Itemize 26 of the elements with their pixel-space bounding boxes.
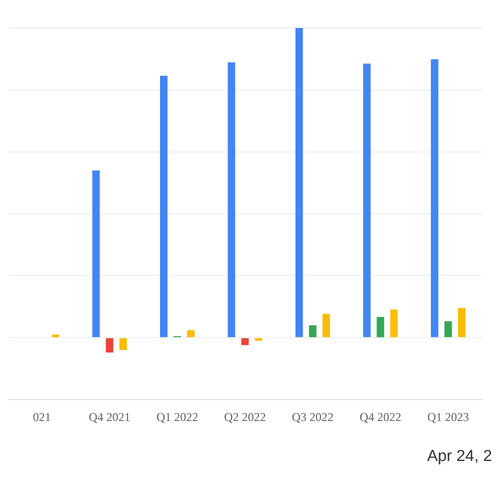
bar xyxy=(92,170,100,338)
bar xyxy=(228,62,236,338)
bar xyxy=(119,338,127,350)
x-tick-label: Q4 2021 xyxy=(88,410,130,424)
x-tick-label: Q3 2022 xyxy=(292,410,334,424)
bar xyxy=(106,338,114,353)
bar xyxy=(241,338,249,346)
bar xyxy=(363,64,371,338)
bar xyxy=(390,309,398,338)
x-tick-label: Q1 2023 xyxy=(427,410,469,424)
bar xyxy=(52,334,60,338)
x-tick-label: Q2 2022 xyxy=(224,410,266,424)
bar xyxy=(187,330,195,338)
bar xyxy=(295,28,303,338)
bar xyxy=(322,314,330,338)
bar xyxy=(430,59,438,338)
x-tick-label: 021 xyxy=(32,410,51,424)
bar xyxy=(458,308,466,338)
bar xyxy=(376,316,384,338)
bar xyxy=(254,338,262,341)
bar xyxy=(160,76,168,338)
text: Apr 24, 2 xyxy=(426,448,492,466)
x-tick-label: Q1 2022 xyxy=(156,410,198,424)
bar xyxy=(444,321,452,338)
bar xyxy=(308,325,316,338)
x-tick-label: Q4 2022 xyxy=(360,410,402,424)
